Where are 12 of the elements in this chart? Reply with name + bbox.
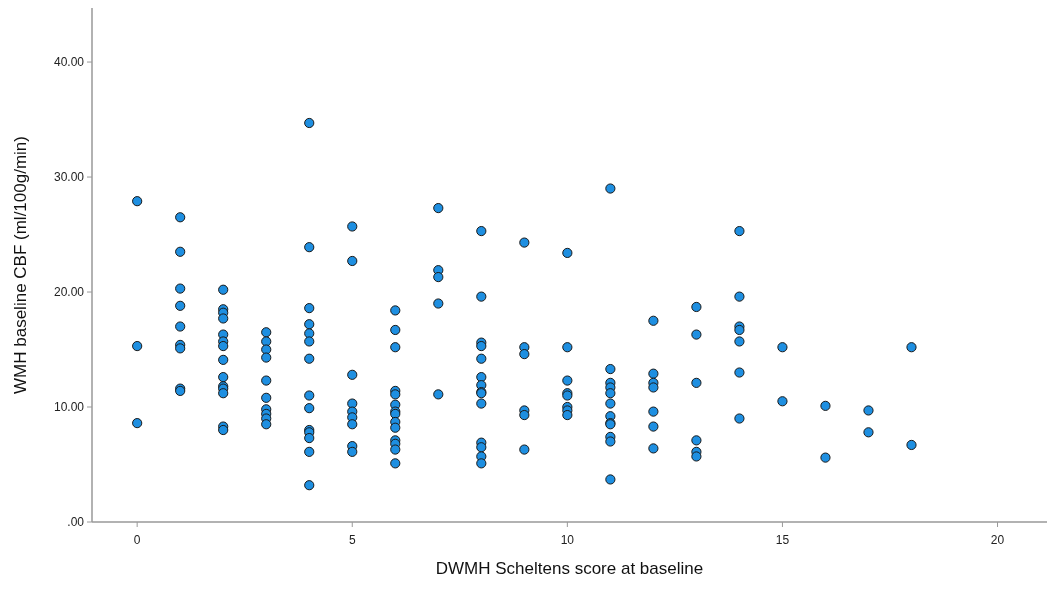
y-tick-label: 20.00 — [53, 285, 85, 300]
y-tick-label: .00 — [67, 515, 85, 530]
y-tick-label: 30.00 — [53, 170, 85, 185]
y-tick-label: 40.00 — [53, 55, 85, 70]
x-axis-title: DWMH Scheltens score at baseline — [435, 559, 704, 578]
x-tick-label: 10 — [560, 533, 575, 547]
x-tick-label: 15 — [775, 533, 790, 547]
x-tick-label: 20 — [990, 533, 1005, 547]
y-axis-title: WMH baseline CBF (ml/100g/min) — [11, 136, 30, 394]
x-tick-label: 0 — [133, 533, 141, 547]
y-tick-label: 10.00 — [53, 400, 85, 415]
x-tick-label: 5 — [348, 533, 356, 547]
